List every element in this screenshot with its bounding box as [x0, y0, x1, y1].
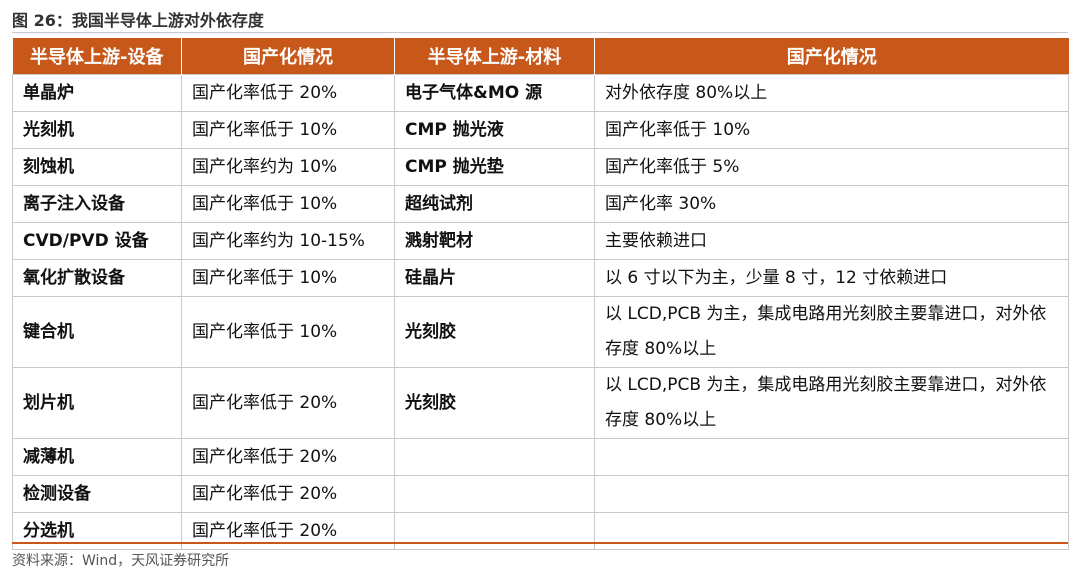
material-status-cell: 以 LCD,PCB 为主，集成电路用光刻胶主要靠进口，对外依存度 80%以上 [594, 296, 1069, 368]
table-row: 离子注入设备 国产化率低于 10% 超纯试剂 国产化率 30% [12, 185, 1069, 223]
table-row: 刻蚀机 国产化率约为 10% CMP 抛光垫 国产化率低于 5% [12, 148, 1069, 186]
header-equipment-status: 国产化情况 [181, 38, 395, 75]
material-status-cell: 对外依存度 80%以上 [594, 74, 1069, 112]
table-row: 划片机 国产化率低于 20% 光刻胶 以 LCD,PCB 为主，集成电路用光刻胶… [12, 367, 1069, 439]
material-cell: 电子气体&MO 源 [394, 74, 595, 112]
header-material-status: 国产化情况 [594, 38, 1069, 75]
header-equipment: 半导体上游-设备 [12, 38, 182, 75]
table-header-row: 半导体上游-设备 国产化情况 半导体上游-材料 国产化情况 [12, 38, 1069, 75]
equipment-cell: 检测设备 [12, 475, 182, 513]
equipment-status-cell: 国产化率低于 10% [181, 185, 395, 223]
material-cell [394, 475, 595, 513]
dependency-table: 半导体上游-设备 国产化情况 半导体上游-材料 国产化情况 单晶炉 国产化率低于… [12, 38, 1069, 550]
bottom-divider [12, 542, 1068, 544]
table-row: 光刻机 国产化率低于 10% CMP 抛光液 国产化率低于 10% [12, 111, 1069, 149]
material-cell: 硅晶片 [394, 259, 595, 297]
table-row: 检测设备 国产化率低于 20% [12, 475, 1069, 513]
material-cell: CMP 抛光液 [394, 111, 595, 149]
equipment-status-cell: 国产化率约为 10-15% [181, 222, 395, 260]
equipment-cell: 单晶炉 [12, 74, 182, 112]
material-cell: 光刻胶 [394, 296, 595, 368]
table-row: CVD/PVD 设备 国产化率约为 10-15% 溅射靶材 主要依赖进口 [12, 222, 1069, 260]
table-row: 单晶炉 国产化率低于 20% 电子气体&MO 源 对外依存度 80%以上 [12, 74, 1069, 112]
title-divider [12, 32, 1068, 33]
equipment-status-cell: 国产化率低于 20% [181, 367, 395, 439]
table-row: 减薄机 国产化率低于 20% [12, 438, 1069, 476]
equipment-status-cell: 国产化率低于 10% [181, 111, 395, 149]
figure-title: 图 26：我国半导体上游对外依存度 [12, 11, 264, 30]
equipment-cell: 减薄机 [12, 438, 182, 476]
material-cell: 超纯试剂 [394, 185, 595, 223]
header-material: 半导体上游-材料 [394, 38, 595, 75]
material-cell [394, 438, 595, 476]
equipment-status-cell: 国产化率低于 20% [181, 438, 395, 476]
table-row: 键合机 国产化率低于 10% 光刻胶 以 LCD,PCB 为主，集成电路用光刻胶… [12, 296, 1069, 368]
material-status-cell [594, 438, 1069, 476]
material-cell: 溅射靶材 [394, 222, 595, 260]
equipment-cell: 光刻机 [12, 111, 182, 149]
material-status-cell: 主要依赖进口 [594, 222, 1069, 260]
material-status-cell: 国产化率 30% [594, 185, 1069, 223]
equipment-cell: CVD/PVD 设备 [12, 222, 182, 260]
equipment-cell: 氧化扩散设备 [12, 259, 182, 297]
equipment-status-cell: 国产化率低于 10% [181, 259, 395, 297]
equipment-cell: 离子注入设备 [12, 185, 182, 223]
source-note: 资料来源：Wind，天风证券研究所 [12, 553, 230, 569]
material-status-cell [594, 475, 1069, 513]
equipment-status-cell: 国产化率低于 20% [181, 74, 395, 112]
table-row: 氧化扩散设备 国产化率低于 10% 硅晶片 以 6 寸以下为主，少量 8 寸，1… [12, 259, 1069, 297]
material-status-cell: 国产化率低于 5% [594, 148, 1069, 186]
material-status-cell: 以 LCD,PCB 为主，集成电路用光刻胶主要靠进口，对外依存度 80%以上 [594, 367, 1069, 439]
equipment-status-cell: 国产化率约为 10% [181, 148, 395, 186]
material-cell: 光刻胶 [394, 367, 595, 439]
equipment-status-cell: 国产化率低于 10% [181, 296, 395, 368]
material-status-cell: 以 6 寸以下为主，少量 8 寸，12 寸依赖进口 [594, 259, 1069, 297]
material-status-cell: 国产化率低于 10% [594, 111, 1069, 149]
equipment-status-cell: 国产化率低于 20% [181, 475, 395, 513]
equipment-cell: 划片机 [12, 367, 182, 439]
equipment-cell: 刻蚀机 [12, 148, 182, 186]
equipment-cell: 键合机 [12, 296, 182, 368]
material-cell: CMP 抛光垫 [394, 148, 595, 186]
